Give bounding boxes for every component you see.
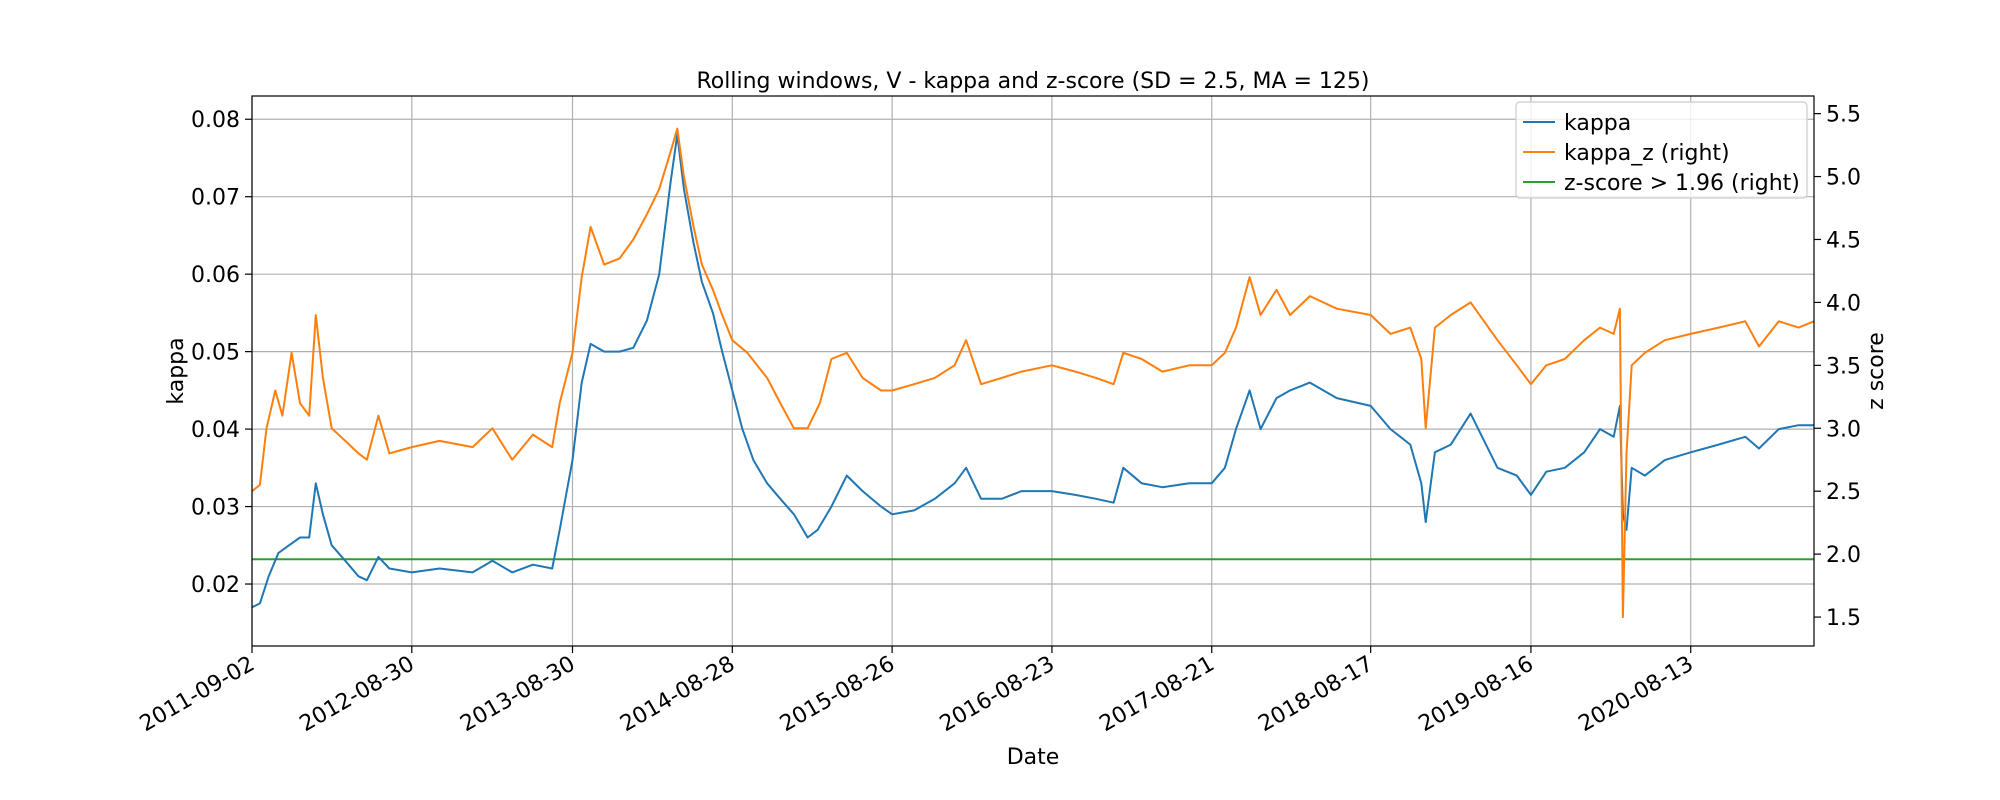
x-tick-label: 2020-08-13	[1575, 652, 1698, 738]
y-left-tick-label: 0.08	[191, 108, 240, 133]
plot-frame	[251, 95, 1815, 647]
y-left-axis-label: kappa	[164, 337, 189, 404]
grid-layer	[251, 96, 1814, 646]
y-left-tick-label: 0.05	[191, 341, 240, 366]
x-tick-label: 2019-08-16	[1415, 652, 1538, 738]
x-tick-label: 2017-08-21	[1096, 652, 1219, 738]
y-left-tick-label: 0.02	[191, 573, 240, 598]
x-tick-label: 2012-08-30	[296, 652, 419, 738]
y-right-tick-label: 5.0	[1826, 166, 1861, 191]
series-layer	[251, 127, 1815, 619]
y-right-tick-label: 5.5	[1826, 103, 1861, 128]
y-right-tick-label: 3.5	[1826, 354, 1861, 379]
legend-box	[1515, 101, 1808, 199]
y-right-tick-label: 4.5	[1826, 228, 1861, 253]
y-left-tick-label: 0.06	[191, 263, 240, 288]
legend-label: kappa_z (right)	[1564, 141, 1730, 166]
legend-label: kappa	[1564, 111, 1631, 136]
x-tick-label: 2013-08-30	[456, 652, 579, 738]
y-left-tick-label: 0.04	[191, 418, 240, 443]
left-axis: 0.02 0.03 0.04 0.05 0.06 0.07 0.08	[191, 108, 252, 598]
series-line-kappa_z	[251, 127, 1815, 619]
series-line-kappa	[251, 133, 1814, 609]
right-axis: 1.5 2.0 2.5 3.0 3.5 4.0 4.5 5.0 5.5	[1814, 103, 1861, 631]
y-left-tick-label: 0.07	[191, 186, 240, 211]
y-right-tick-label: 2.0	[1826, 543, 1861, 568]
chart-title: Rolling windows, V - kappa and z-score (…	[696, 69, 1369, 94]
x-tick-label: 2015-08-26	[776, 652, 899, 738]
x-tick-label: 2016-08-23	[936, 652, 1059, 738]
legend-label: z-score > 1.96 (right)	[1564, 171, 1800, 196]
y-left-tick-label: 0.03	[191, 496, 240, 521]
x-tick-label: 2014-08-28	[616, 652, 739, 738]
x-axis-label: Date	[1007, 745, 1060, 770]
y-right-tick-label: 2.5	[1826, 480, 1861, 505]
x-tick-label: 2011-09-02	[136, 652, 259, 738]
x-axis: 2011-09-02 2012-08-30 2013-08-30 2014-08-28…	[136, 646, 1698, 737]
x-tick-label: 2018-08-17	[1254, 652, 1377, 738]
y-right-axis-label: z score	[1864, 332, 1889, 410]
legend: kappa kappa_z (right) z-score > 1.96 (righ…	[1515, 101, 1808, 199]
y-right-tick-label: 3.0	[1826, 417, 1861, 442]
y-right-tick-label: 4.0	[1826, 291, 1861, 316]
y-right-tick-label: 1.5	[1826, 606, 1861, 631]
